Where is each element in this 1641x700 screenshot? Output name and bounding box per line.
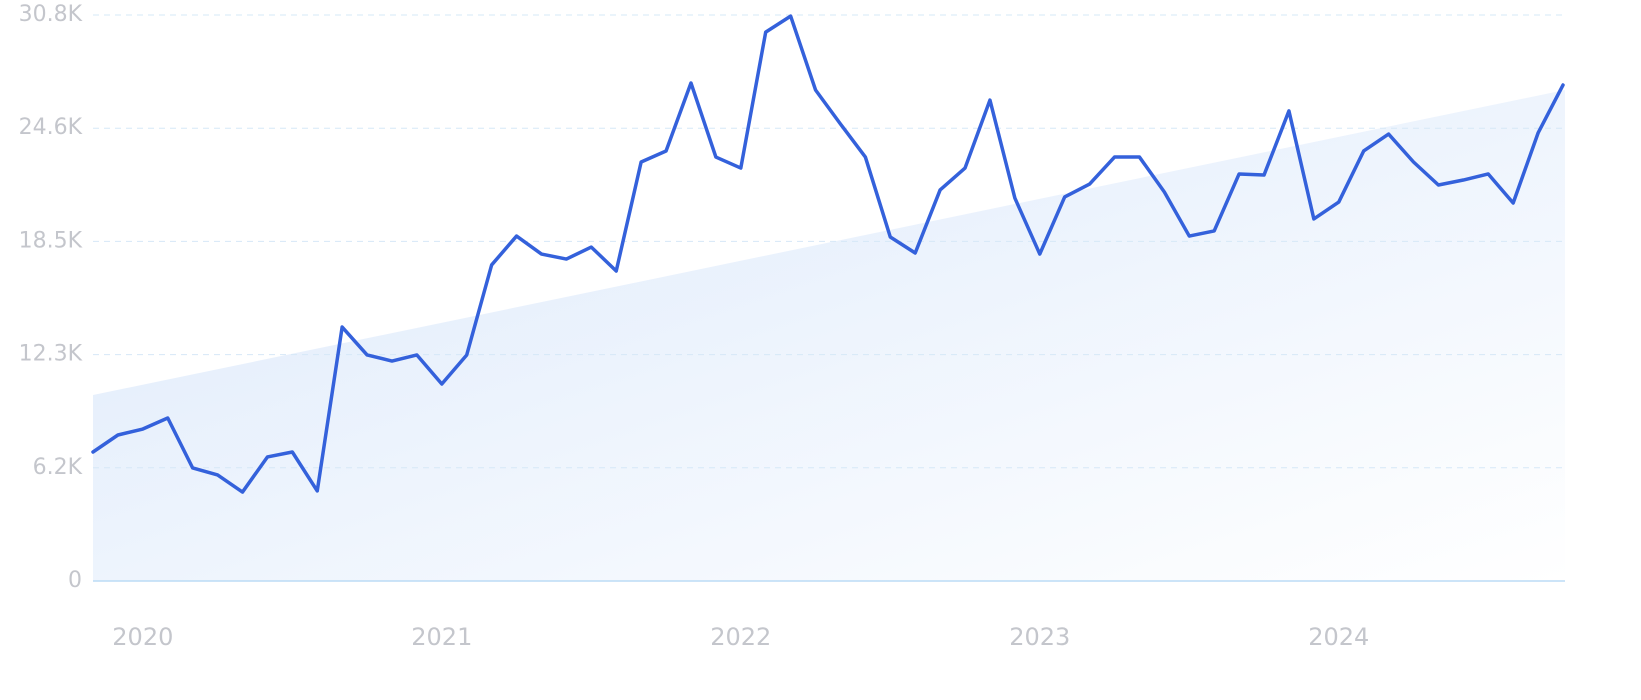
x-tick-label: 2021 <box>411 623 472 651</box>
x-tick-label: 2020 <box>112 623 173 651</box>
x-tick-label: 2024 <box>1308 623 1369 651</box>
y-tick-label: 24.6K <box>19 115 83 140</box>
y-tick-label: 12.3K <box>19 342 83 367</box>
y-tick-label: 6.2K <box>33 455 83 480</box>
x-tick-label: 2022 <box>710 623 771 651</box>
y-tick-label: 0 <box>68 568 82 593</box>
series-line <box>91 14 1565 494</box>
y-tick-label: 18.5K <box>19 228 83 253</box>
trend-area <box>93 89 1565 581</box>
x-tick-label: 2023 <box>1009 623 1070 651</box>
y-tick-label: 30.8K <box>19 2 83 27</box>
